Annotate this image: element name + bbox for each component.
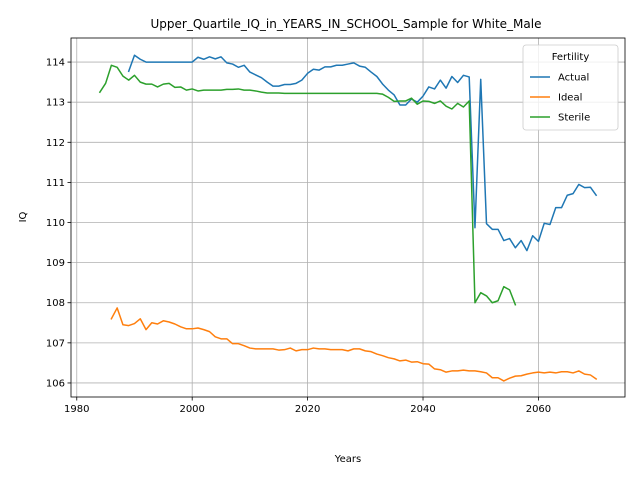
y-tick-label: 111 (46, 178, 65, 189)
legend-label-ideal: Ideal (558, 93, 582, 104)
series-line-ideal (110, 307, 598, 382)
series-line-sterile (98, 64, 517, 306)
y-axis: 106 107 108 109 110 111 112 113 114 (46, 58, 71, 389)
series-line-actual (127, 54, 598, 252)
x-tick-label: 2000 (179, 404, 204, 415)
y-tick-label: 107 (46, 338, 65, 349)
x-axis: 1980 2000 2020 2040 2060 (64, 397, 551, 415)
x-tick-label: 2020 (295, 404, 320, 415)
x-axis-label: Years (334, 454, 361, 465)
y-tick-label: 109 (46, 258, 65, 269)
chart-title: Upper_Quartile_IQ_in_YEARS_IN_SCHOOL_Sam… (151, 17, 542, 31)
y-tick-label: 106 (46, 378, 65, 389)
y-tick-label: 114 (46, 58, 65, 69)
x-tick-label: 2040 (410, 404, 435, 415)
x-tick-label: 2060 (526, 404, 551, 415)
plot-frame (70, 37, 626, 398)
series-lines (98, 54, 598, 382)
y-tick-label: 112 (46, 138, 65, 149)
x-tick-label: 1980 (64, 404, 89, 415)
y-tick-label: 108 (46, 298, 65, 309)
legend-label-sterile: Sterile (558, 113, 590, 124)
y-tick-label: 113 (46, 98, 65, 109)
y-axis-label: IQ (18, 211, 29, 222)
legend-label-actual: Actual (558, 73, 589, 84)
grid (71, 38, 625, 397)
y-tick-label: 110 (46, 218, 65, 229)
legend: Fertility Actual Ideal Sterile (522, 44, 619, 131)
legend-title: Fertility (552, 52, 590, 63)
legend-frame (522, 44, 619, 131)
